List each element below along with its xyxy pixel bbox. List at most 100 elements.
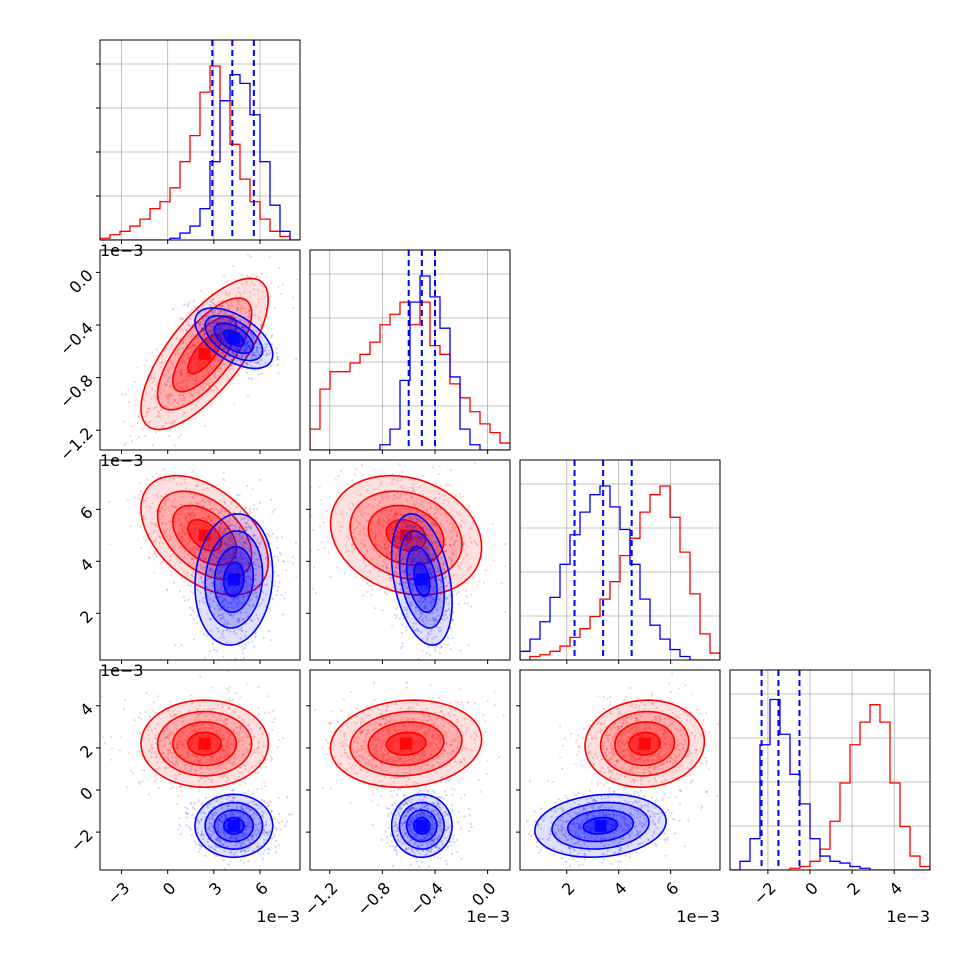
scatter-point — [144, 505, 147, 508]
scatter-point — [381, 569, 384, 572]
scatter-point — [427, 595, 430, 598]
scatter-point — [208, 503, 212, 506]
scatter-point — [408, 573, 411, 577]
scatter-point — [222, 318, 225, 321]
histogram-series-1 — [310, 275, 510, 450]
scatter-point — [220, 332, 223, 336]
scatter-point — [176, 482, 179, 486]
scatter-point — [388, 513, 391, 517]
scatter-point — [175, 505, 178, 509]
scatter-point — [224, 555, 227, 558]
scatter-point — [381, 505, 384, 509]
scatter-point — [222, 514, 225, 517]
scatter-point — [164, 411, 167, 414]
scatter-point — [240, 536, 243, 539]
scatter-point — [465, 552, 468, 555]
scatter-point — [246, 569, 249, 572]
scatter-point — [366, 535, 369, 538]
scatter-point — [399, 588, 402, 591]
scatter-point — [188, 392, 192, 395]
scatter-point — [145, 691, 148, 695]
scatter-point — [197, 798, 200, 801]
scatter-point — [451, 552, 454, 555]
scatter-point — [225, 628, 228, 632]
scatter-point — [310, 515, 313, 518]
scatter-point — [181, 394, 184, 397]
scatter-point — [241, 564, 245, 567]
scatter-point — [248, 347, 251, 350]
scatter-point — [276, 356, 279, 359]
scatter-point — [182, 397, 185, 400]
scatter-point — [135, 399, 138, 402]
scatter-point — [402, 606, 405, 609]
scatter-point — [413, 517, 416, 520]
scatter-point — [428, 553, 431, 557]
scatter-point — [254, 591, 257, 594]
scatter-point — [377, 570, 380, 573]
scatter-point — [425, 600, 428, 603]
scatter-point — [216, 301, 219, 305]
scatter-point — [160, 360, 164, 363]
scatter-point — [453, 541, 456, 544]
scatter-point — [227, 377, 231, 380]
scatter-point — [199, 321, 202, 324]
scatter-point — [199, 323, 202, 326]
scatter-point — [382, 565, 385, 568]
scatter-point — [427, 512, 431, 515]
scatter-point — [230, 553, 233, 556]
scatter-point — [142, 405, 146, 408]
scatter-point — [210, 389, 213, 392]
scatter-point — [384, 552, 388, 555]
scatter-point — [350, 502, 354, 505]
scatter-point — [400, 631, 403, 634]
scatter-point — [248, 562, 251, 565]
scatter-point — [430, 522, 433, 525]
scatter-point — [197, 548, 200, 551]
scatter-point — [170, 573, 173, 576]
scatter-point — [225, 535, 228, 539]
scatter-point — [216, 584, 219, 588]
scatter-point — [420, 520, 423, 523]
scatter-point — [241, 648, 244, 651]
scatter-point — [152, 709, 155, 712]
scatter-point — [203, 424, 206, 428]
scatter-point — [173, 419, 176, 423]
panel-frame — [99, 39, 301, 241]
scatter-point — [226, 601, 229, 604]
scatter-point — [258, 542, 261, 545]
scatter-point — [180, 370, 183, 373]
scatter-point — [281, 283, 284, 286]
scatter-point — [406, 524, 409, 528]
scatter-point — [251, 274, 254, 277]
scatter-point — [184, 383, 187, 386]
scatter-point — [438, 512, 442, 516]
scatter-point — [231, 327, 234, 331]
scatter-point — [387, 518, 390, 522]
scatter-point — [167, 394, 170, 397]
scatter-point — [336, 566, 339, 569]
scatter-point — [291, 555, 295, 559]
scatter-point — [323, 547, 326, 550]
scatter-point — [208, 507, 211, 511]
scatter-point — [227, 554, 230, 557]
scatter-point — [257, 373, 260, 376]
scatter-point — [261, 590, 264, 593]
scatter-point — [223, 320, 226, 323]
scatter-point — [208, 604, 212, 607]
scatter-point — [207, 384, 211, 388]
scatter-point — [409, 496, 413, 499]
scatter-point — [162, 424, 165, 427]
scatter-point — [255, 346, 259, 349]
scatter-point — [361, 474, 365, 477]
scatter-point — [137, 416, 140, 419]
scatter-point — [391, 527, 394, 531]
scatter-point — [164, 508, 167, 511]
scatter-point — [257, 604, 260, 608]
scatter-point — [187, 323, 190, 326]
scatter-point — [186, 370, 189, 374]
scatter-point — [166, 397, 170, 400]
scatter-point — [408, 579, 412, 583]
scatter-point — [222, 340, 225, 343]
scatter-point — [429, 529, 432, 532]
scatter-point — [161, 522, 164, 525]
